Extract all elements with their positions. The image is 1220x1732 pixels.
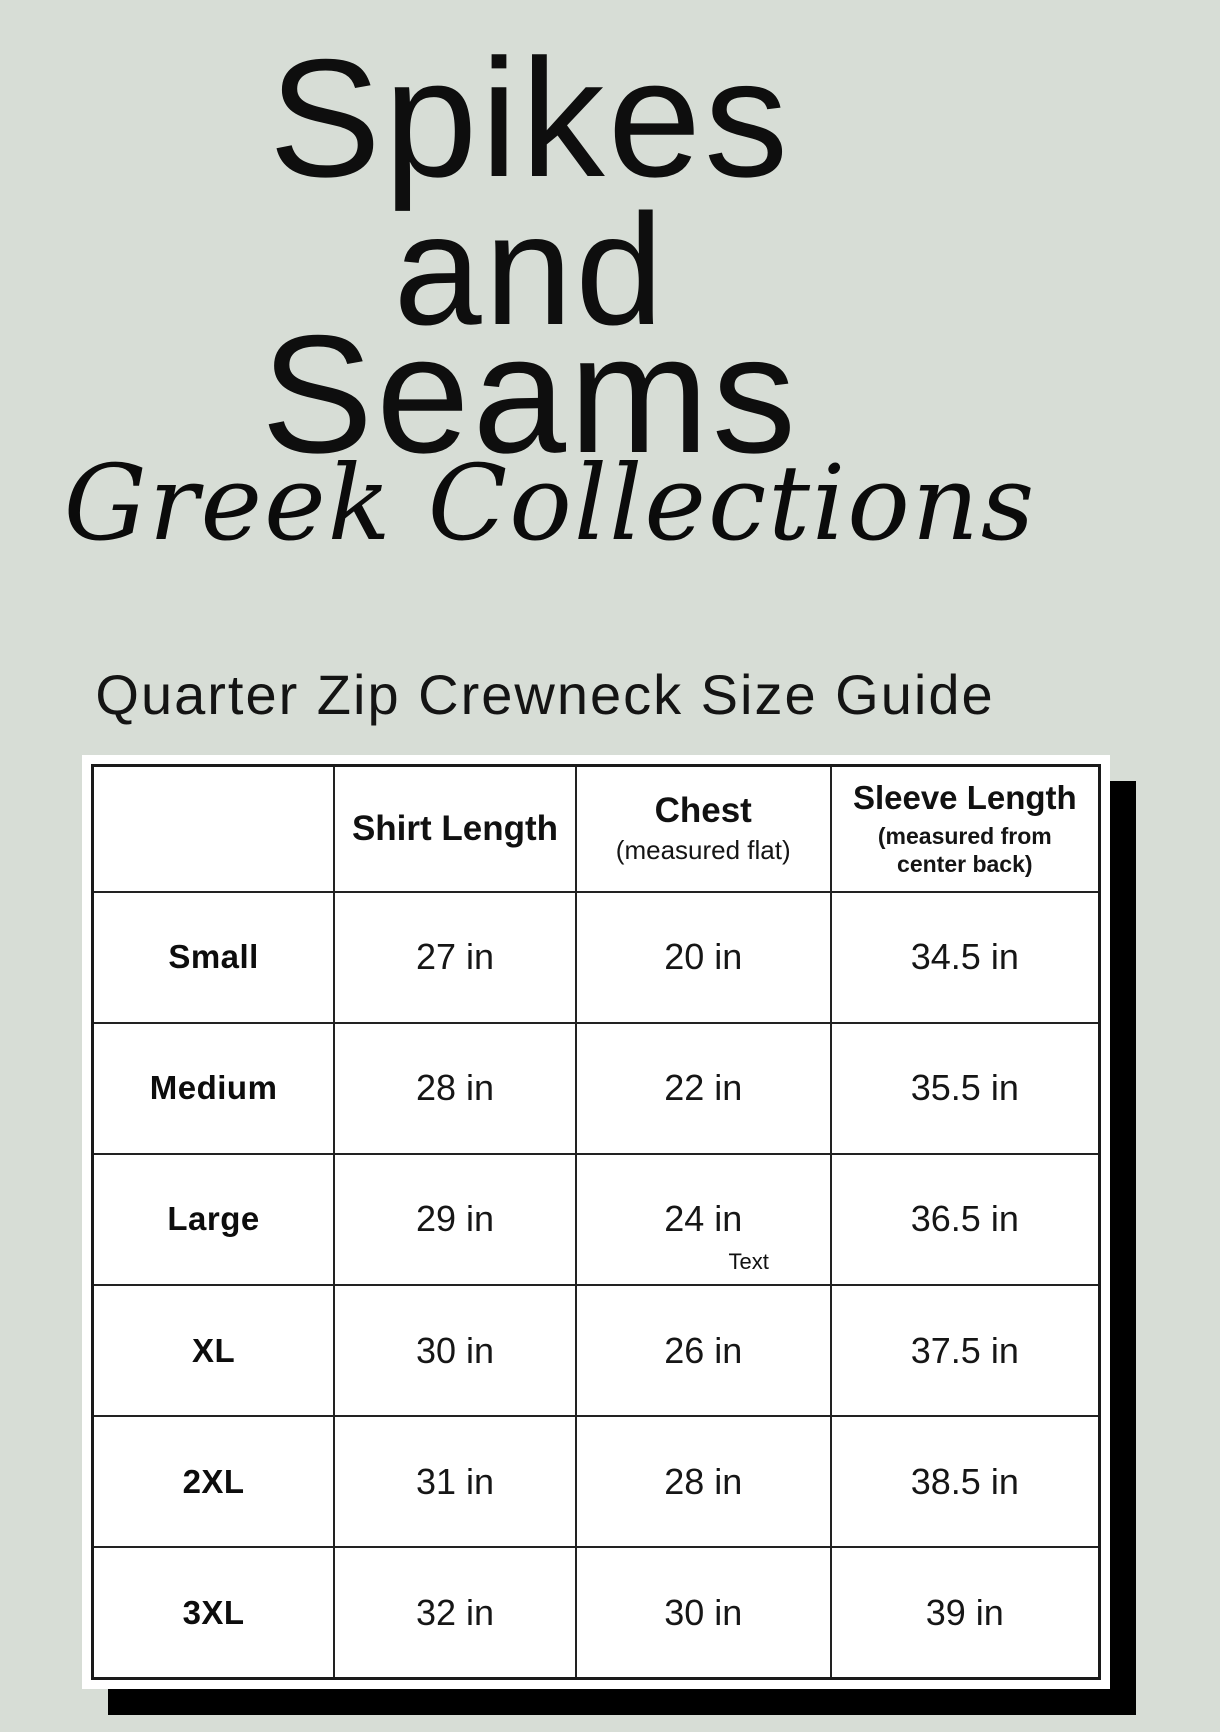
cell-3xl-sleeve-length: 39 in [829,1546,1101,1680]
brand-title-line-1: Spikes [268,24,792,212]
column-header-shirt-length-label: Shirt Length [351,808,559,848]
cell-medium-chest: 22 in [574,1021,832,1155]
cell-xl-chest: 26 in [574,1284,832,1418]
column-header-chest-label: Chest [654,791,752,831]
size-label: XL [192,1331,236,1369]
column-header-sleeve-length-label: Sleeve Length [852,779,1077,817]
size-label: 3XL [182,1593,245,1631]
table-row-3xl: 3XL 32 in 30 in 39 in [91,1546,1101,1680]
table-header-row: Shirt Length Chest (measured flat) Sleev… [91,764,1101,893]
size-table-card: Shirt Length Chest (measured flat) Sleev… [82,755,1110,1689]
brand-title-line-3: Seams [261,300,799,488]
shirt-length-value: 30 in [415,1329,495,1371]
cell-2xl-size: 2XL [91,1415,336,1549]
shirt-length-value: 29 in [415,1198,495,1240]
size-table: Shirt Length Chest (measured flat) Sleev… [91,764,1101,1680]
size-label: Medium [149,1069,278,1107]
sleeve-length-value: 37.5 in [910,1329,1019,1371]
column-header-size [91,764,336,893]
shirt-length-value: 31 in [415,1460,495,1502]
table-row-large: Large 29 in 24 in Text 36.5 in [91,1152,1101,1287]
table-row-medium: Medium 28 in 22 in 35.5 in [91,1021,1101,1155]
cell-medium-sleeve-length: 35.5 in [829,1021,1101,1155]
cell-small-size: Small [91,890,336,1024]
table-row-2xl: 2XL 31 in 28 in 38.5 in [91,1415,1101,1549]
cell-small-sleeve-length: 34.5 in [829,890,1101,1024]
chest-value: 28 in [664,1460,743,1502]
cell-medium-size: Medium [91,1021,336,1155]
column-header-chest: Chest (measured flat) [574,764,832,893]
table-row-xl: XL 30 in 26 in 37.5 in [91,1284,1101,1418]
cell-3xl-size: 3XL [91,1546,336,1680]
cell-xl-shirt-length: 30 in [333,1284,577,1418]
cell-small-shirt-length: 27 in [333,890,577,1024]
column-header-chest-sublabel: (measured flat) [615,835,791,866]
chest-value: 20 in [664,936,743,978]
shirt-length-value: 27 in [415,936,495,978]
column-header-sleeve-length: Sleeve Length (measured from center back… [829,764,1101,893]
brand-script-subtitle: Greek Collections [63,442,1037,564]
chest-value: 24 in [664,1198,743,1240]
chest-value: 30 in [664,1591,743,1633]
cell-3xl-shirt-length: 32 in [333,1546,577,1680]
cell-3xl-chest: 30 in [574,1546,832,1680]
column-header-sleeve-length-sublabel: (measured from center back) [877,823,1052,877]
cell-large-size: Large [91,1152,336,1287]
cell-2xl-sleeve-length: 38.5 in [829,1415,1101,1549]
size-label: Large [167,1200,260,1238]
stray-text-artifact: Text [728,1249,769,1275]
sleeve-length-value: 34.5 in [910,936,1019,978]
cell-medium-shirt-length: 28 in [333,1021,577,1155]
brand-title-line-2: and [393,182,667,358]
size-label: 2XL [182,1462,245,1500]
cell-large-sleeve-length: 36.5 in [829,1152,1101,1287]
sleeve-length-value: 38.5 in [910,1460,1019,1502]
size-guide-heading: Quarter Zip Crewneck Size Guide [95,663,995,726]
shirt-length-value: 28 in [415,1067,495,1109]
chest-value: 26 in [664,1329,743,1371]
sleeve-length-value: 39 in [925,1591,1004,1633]
column-header-shirt-length: Shirt Length [333,764,577,893]
shirt-length-value: 32 in [415,1591,495,1633]
size-label: Small [168,938,259,976]
cell-small-chest: 20 in [574,890,832,1024]
cell-large-shirt-length: 29 in [333,1152,577,1287]
chest-value: 22 in [664,1067,743,1109]
cell-2xl-shirt-length: 31 in [333,1415,577,1549]
cell-2xl-chest: 28 in [574,1415,832,1549]
sleeve-length-value: 35.5 in [910,1067,1019,1109]
cell-xl-size: XL [91,1284,336,1418]
cell-xl-sleeve-length: 37.5 in [829,1284,1101,1418]
table-row-small: Small 27 in 20 in 34.5 in [91,890,1101,1024]
cell-large-chest: 24 in Text [574,1152,832,1287]
sleeve-length-value: 36.5 in [910,1198,1019,1240]
